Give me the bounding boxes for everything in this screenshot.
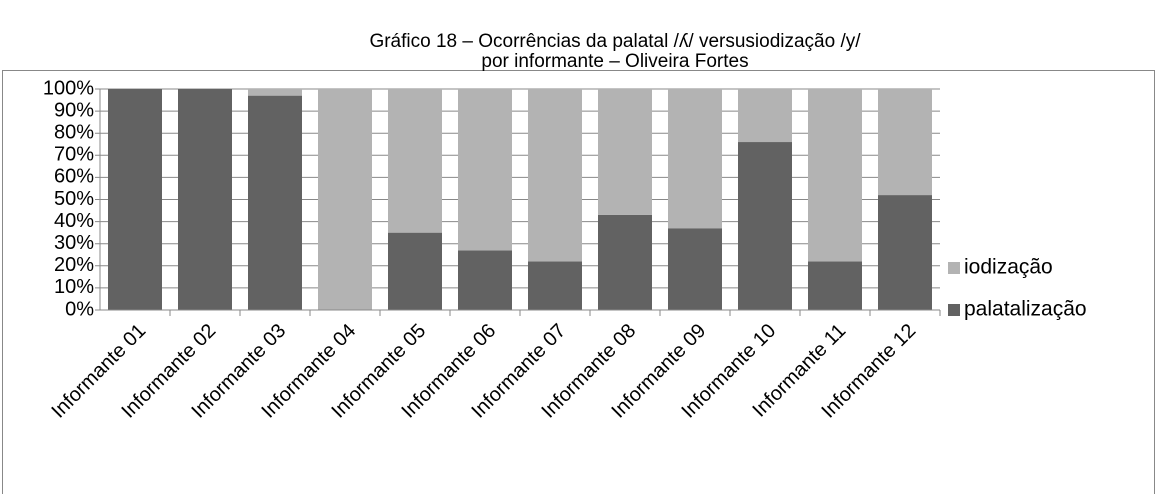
bar-segment [458,89,512,251]
bar-segment [878,195,932,310]
legend-swatch [948,304,960,316]
bar-segment [318,89,372,310]
y-tick-label: 30% [54,232,94,254]
y-tick-label: 80% [54,121,94,143]
y-tick-label: 70% [54,144,94,166]
y-tick-label: 50% [54,188,94,210]
bar-segment [598,89,652,215]
y-tick-label: 40% [54,210,94,232]
bar-segment [668,89,722,229]
bar-segment [388,89,442,233]
y-tick-label: 0% [65,298,94,320]
bar-segment [528,89,582,262]
bar-segment [668,228,722,310]
y-tick-label: 100% [43,77,94,99]
bar-segment [808,89,862,262]
legend-swatch [948,262,960,274]
legend-label: iodização [964,256,1053,279]
y-tick-label: 10% [54,276,94,298]
bar-segment [388,232,442,310]
y-tick-label: 90% [54,99,94,121]
y-tick-label: 20% [54,254,94,276]
bar-segment [248,89,302,96]
bar-segment [108,89,162,310]
chart-border [2,70,1155,494]
y-tick-label: 60% [54,166,94,188]
bar-segment [738,142,792,310]
bar-segment [528,261,582,310]
bar-segment [458,250,512,310]
bar-segment [248,95,302,310]
bar-segment [598,214,652,310]
bar-segment [808,261,862,310]
legend-label: palatalização [964,298,1087,321]
bar-segment [878,89,932,196]
bar-segment [738,89,792,143]
chart-title: por informante – Oliveira Fortes [481,51,748,72]
chart-title: Gráfico 18 – Ocorrências da palatal /ʎ/ … [369,31,861,52]
bar-segment [178,89,232,310]
